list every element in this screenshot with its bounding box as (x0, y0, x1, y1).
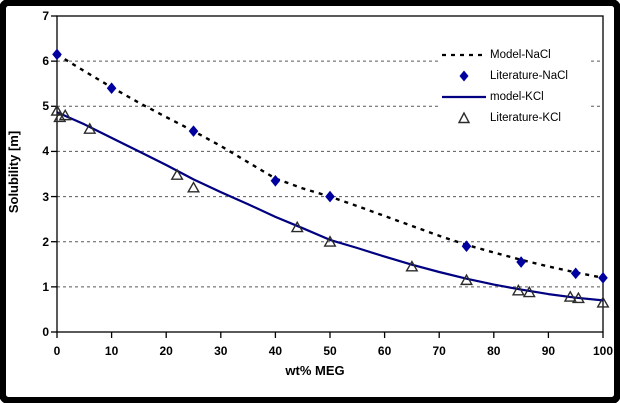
marker-triangle (290, 220, 304, 233)
marker-triangle (571, 291, 585, 304)
x-tick-label: 20 (159, 344, 173, 358)
y-tick-label: 4 (42, 144, 49, 159)
y-tick-label: 6 (42, 54, 49, 69)
series-line-model-kcl (56, 111, 604, 302)
y-tick-label: 3 (42, 189, 49, 204)
marker-triangle (50, 104, 64, 116)
marker-triangle (596, 296, 610, 308)
marker-triangle (511, 284, 525, 296)
legend: Model-NaCl Literature-NaCl model-KCl Litera… (441, 43, 591, 129)
marker-diamond (570, 267, 581, 280)
x-tick-label: 50 (323, 344, 337, 358)
x-tick-label: 60 (377, 344, 392, 358)
x-tick-label: 30 (214, 344, 228, 358)
x-tick-label: 40 (268, 344, 283, 358)
x-tick-label: 0 (53, 344, 61, 358)
legend-label: Literature-KCl (490, 111, 561, 124)
legend-item: Model-NaCl (441, 44, 591, 65)
marker-triangle (58, 108, 72, 121)
x-tick-label: 70 (432, 344, 446, 358)
x-tick-label: 80 (487, 344, 501, 358)
legend-item: Literature-NaCl (441, 65, 591, 86)
legend-marker-open-triangle (457, 110, 471, 123)
marker-triangle (563, 290, 577, 302)
marker-diamond (461, 240, 472, 253)
y-tick-label: 1 (42, 279, 49, 294)
marker-triangle (323, 235, 337, 247)
legend-label: Literature-NaCl (490, 69, 568, 82)
legend-item: Literature-KCl (441, 107, 591, 128)
marker-triangle (522, 285, 536, 298)
marker-triangle (459, 273, 474, 286)
legend-item: model-KCl (441, 86, 591, 107)
legend-marker-solid (442, 95, 486, 98)
marker-diamond (106, 82, 117, 95)
legend-label: Model-NaCl (490, 48, 551, 61)
x-tick-label: 10 (104, 344, 119, 358)
x-tick-label: 100 (592, 344, 614, 358)
x-axis-title: wt% MEG (285, 363, 345, 378)
legend-marker-filled-diamond (459, 70, 469, 81)
y-tick-label: 0 (42, 325, 49, 339)
marker-triangle (170, 168, 184, 180)
legend-marker-dashed (442, 53, 486, 56)
marker-triangle (83, 122, 97, 134)
marker-diamond (325, 190, 335, 203)
x-tick-label: 90 (541, 344, 556, 358)
y-tick-label: 2 (42, 234, 49, 249)
marker-triangle (186, 181, 201, 193)
marker-diamond (270, 174, 281, 187)
y-tick-label: 7 (42, 9, 49, 23)
marker-diamond (52, 48, 62, 61)
marker-triangle (405, 260, 419, 272)
y-tick-label: 5 (42, 99, 49, 114)
marker-diamond (598, 272, 608, 284)
legend-label: model-KCl (490, 90, 544, 103)
marker-diamond (516, 256, 526, 268)
marker-triangle (53, 110, 67, 123)
marker-diamond (188, 125, 199, 137)
